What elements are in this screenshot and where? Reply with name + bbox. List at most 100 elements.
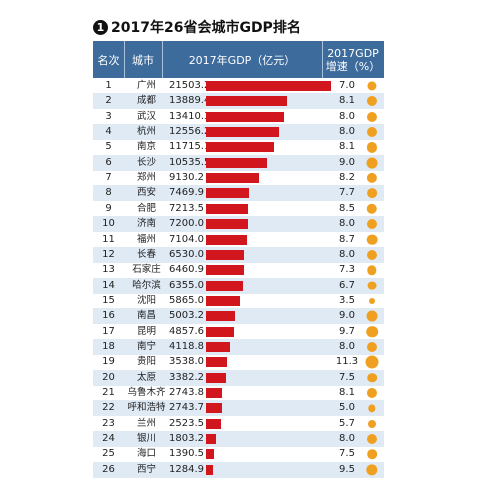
table-row: 16 南昌 5003.2 9.0 [93,308,384,325]
table-row: 18 南宁 4118.8 8.0 [93,338,384,355]
growth-data-label: 8.0 [339,126,355,138]
header-divider [124,41,125,78]
gdp-data-label: 3382.2 [169,371,204,383]
growth-dot [366,172,378,184]
header-divider [162,41,163,78]
gdp-bar [206,464,214,475]
gdp-ranking-card: 1 2017年26省会城市GDP排名 名次 城市 2017年GDP（亿元） 20… [93,18,384,478]
rank-cell: 18 [102,340,115,352]
gdp-bar [206,434,217,445]
gdp-bar [206,96,287,107]
city-label: 乌鲁木齐 [127,387,166,398]
gdp-bar [206,219,248,230]
gdp-data-label: 13410.3 [169,110,211,122]
rank-cell: 3 [105,110,112,122]
city-label: 昆明 [136,325,156,337]
gdp-data-label: 5003.2 [169,310,204,322]
rank-cell: 8 [105,187,112,199]
rank-cell: 17 [102,325,115,337]
growth-data-label: 8.0 [339,110,355,122]
rank-cell: 16 [102,310,115,322]
table-row: 26 西宁 1284.9 9.5 [93,461,384,478]
gdp-data-label: 4118.8 [169,340,204,352]
growth-data-label: 7.5 [339,448,355,460]
city-label: 长春 [136,248,156,260]
gdp-bar [206,234,248,245]
city-label: 南昌 [136,310,156,322]
growth-dot [367,372,377,383]
growth-dot [365,355,379,369]
table-row: 15 沈阳 5865.0 3.5 [93,293,384,309]
city-label: 太原 [136,371,156,383]
gdp-data-label: 11715.1 [169,141,211,153]
growth-data-label: 8.0 [339,248,355,260]
growth-dot [367,81,377,91]
table-row: 21 乌鲁木齐 2743.8 8.1 [93,385,384,401]
header-city: 城市 [132,53,154,67]
gdp-bar [206,403,222,414]
gdp-data-label: 4857.6 [169,325,204,337]
table-row: 14 哈尔滨 6355.0 6.7 [93,277,384,294]
rank-cell: 4 [105,126,112,138]
table-row: 4 杭州 12556.2 8.0 [93,124,384,141]
table-row: 17 昆明 4857.6 9.7 [93,324,384,340]
growth-data-label: 3.5 [339,294,355,306]
header-growth: 2017GDP 增速（%） [322,41,384,78]
gdp-bar [206,249,244,260]
gdp-bar [206,265,244,276]
growth-dot [366,219,378,230]
growth-dot [367,449,377,460]
gdp-bar [206,157,268,168]
gdp-bar [206,280,243,291]
rank-cell: 12 [102,248,115,260]
city-label: 石家庄 [132,264,161,276]
growth-dot [366,434,378,445]
growth-dot [369,297,375,304]
growth-dot [366,387,378,399]
gdp-data-label: 5865.0 [169,294,204,306]
growth-dot [367,265,377,275]
table-row: 3 武汉 13410.3 8.0 [93,109,384,125]
header-divider [322,41,323,78]
rank-cell: 23 [102,417,115,429]
table-row: 11 福州 7104.0 8.7 [93,232,384,248]
rank-cell: 7 [105,172,112,184]
table-row: 24 银川 1803.2 8.0 [93,431,384,448]
gdp-bar [206,311,236,322]
city-label: 长沙 [136,156,156,168]
growth-data-label: 8.2 [339,172,355,184]
gdp-data-label: 6530.0 [169,248,204,260]
rank-cell: 10 [102,218,115,230]
growth-dot [367,281,377,290]
growth-dot [366,464,378,476]
gdp-data-label: 2743.7 [169,402,204,414]
rank-cell: 1 [105,80,112,91]
growth-dot [366,127,378,138]
growth-dot [366,111,378,122]
gdp-data-label: 6460.9 [169,264,204,276]
growth-data-label: 7.7 [339,187,355,199]
gdp-data-label: 12556.2 [169,126,211,138]
city-label: 西宁 [136,463,156,475]
growth-data-label: 8.1 [339,95,355,107]
growth-data-label: 8.7 [339,233,355,245]
growth-data-label: 9.0 [339,156,355,168]
table-row: 5 南京 11715.1 8.1 [93,139,384,155]
gdp-bar [206,127,279,138]
gdp-data-label: 2743.8 [169,387,204,398]
gdp-bar [206,357,227,368]
table-row: 7 郑州 9130.2 8.2 [93,170,384,186]
city-label: 杭州 [136,126,156,138]
gdp-bar [206,295,241,306]
growth-data-label: 6.7 [339,279,355,291]
gdp-bar [206,449,215,460]
growth-dot [366,203,378,215]
growth-dot [366,142,378,153]
rank-cell: 20 [102,371,115,383]
city-label: 合肥 [136,202,156,214]
gdp-data-label: 1390.5 [169,448,204,460]
city-label: 南宁 [136,340,156,352]
table-row: 6 长沙 10535.5 9.0 [93,154,384,171]
growth-data-label: 5.0 [339,402,355,414]
gdp-data-label: 1803.2 [169,433,204,445]
